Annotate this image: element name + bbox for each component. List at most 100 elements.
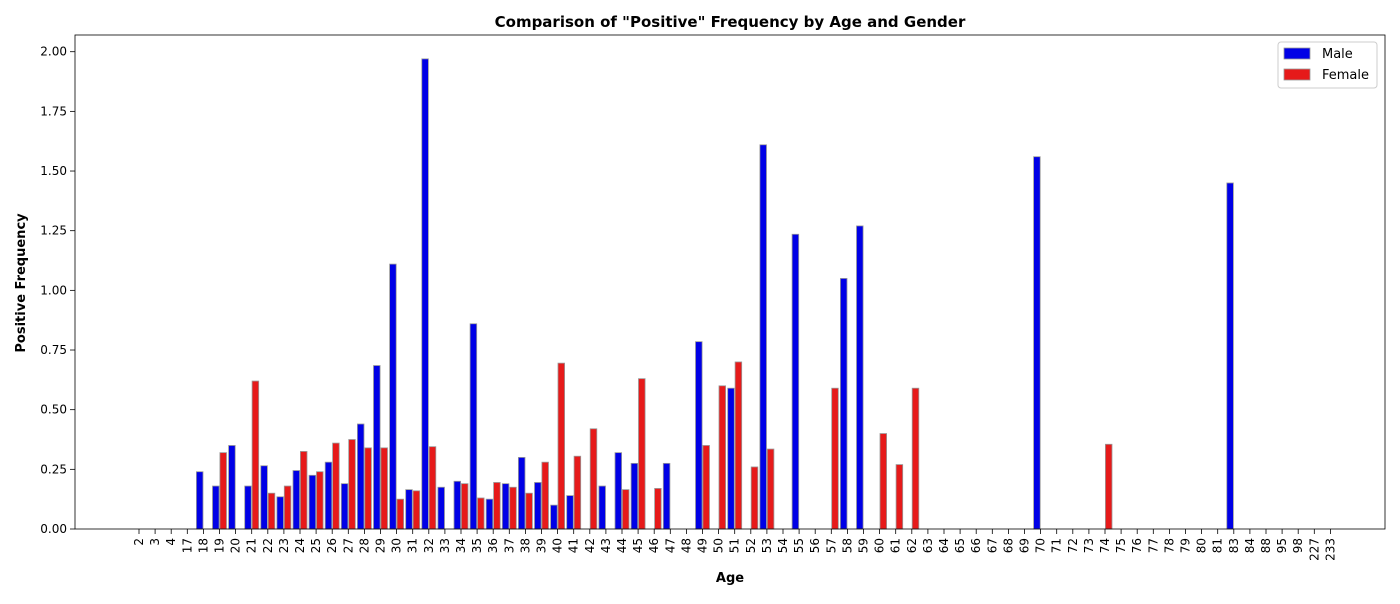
x-tick-label: 76 [1130, 538, 1144, 553]
x-tick-label: 42 [583, 538, 597, 553]
male-bar [856, 225, 864, 530]
male-bar [308, 474, 317, 530]
x-tick-label: 71 [1050, 538, 1064, 553]
female-bar [638, 378, 646, 530]
x-tick-label: 35 [470, 538, 484, 553]
x-axis-label: Age [716, 571, 744, 586]
x-tick-label: 88 [1259, 538, 1273, 553]
x-tick-label: 27 [341, 538, 355, 553]
x-tick-label: 20 [229, 538, 243, 553]
male-bar [276, 496, 284, 530]
x-tick-label: 26 [325, 538, 339, 553]
female-bar [477, 497, 485, 530]
x-tick-label: 17 [180, 538, 194, 553]
male-bar [1033, 156, 1041, 530]
x-tick-label: 70 [1034, 538, 1048, 553]
x-tick-label: 52 [744, 538, 758, 553]
x-tick-label: 40 [551, 538, 565, 553]
x-tick-label: 54 [776, 538, 790, 553]
x-tick-label: 73 [1082, 538, 1096, 553]
y-tick-label: 1.75 [40, 104, 67, 118]
x-tick-label: 55 [792, 538, 806, 553]
female-bar [879, 433, 887, 530]
legend: Male Female [1277, 41, 1378, 89]
male-bar [485, 498, 494, 530]
male-bar [421, 58, 429, 530]
x-tick-label: 44 [615, 538, 629, 553]
male-bar [437, 486, 445, 530]
male-bar [244, 485, 252, 530]
x-tick-label: 3 [148, 538, 162, 546]
x-tick-label: 60 [873, 538, 887, 553]
x-tick-label: 32 [422, 538, 436, 553]
x-tick-label: 37 [502, 538, 516, 553]
x-tick-label: 30 [390, 538, 404, 553]
female-bar [766, 448, 775, 530]
male-bar [727, 387, 735, 530]
male-bar [550, 504, 558, 530]
x-tick-label: 22 [261, 538, 275, 553]
x-tick-label: 78 [1162, 538, 1176, 553]
male-bar [212, 485, 220, 530]
female-bar [654, 488, 662, 530]
x-tick-label: 72 [1066, 538, 1080, 553]
x-tick-label: 75 [1114, 538, 1128, 553]
male-bar [260, 465, 268, 530]
male-bar [373, 365, 381, 530]
x-tick-label: 74 [1098, 538, 1112, 553]
x-tick-label: 69 [1018, 538, 1032, 553]
female-bar [364, 447, 372, 530]
x-tick-label: 56 [808, 538, 822, 553]
male-bar [340, 483, 349, 530]
x-tick-label: 41 [567, 538, 581, 553]
x-tick-label: 34 [454, 538, 468, 553]
female-bar [573, 455, 582, 530]
x-tick-label: 64 [937, 538, 951, 553]
female-bar [557, 362, 565, 530]
y-tick-label: 0.50 [40, 403, 67, 417]
female-bar [831, 387, 839, 530]
x-tick-label: 227 [1307, 538, 1321, 561]
x-tick-label: 53 [760, 538, 774, 553]
x-tick-label: 80 [1195, 538, 1209, 553]
y-tick-label: 1.00 [40, 283, 67, 297]
legend-swatch-female [1283, 68, 1311, 81]
y-axis-label: Positive Frequency [14, 213, 29, 353]
male-bar [759, 144, 767, 530]
x-tick-label: 98 [1291, 538, 1305, 553]
y-tick-label: 0.75 [40, 343, 67, 357]
female-bar [895, 464, 904, 530]
male-bar [389, 263, 397, 530]
x-tick-label: 50 [712, 538, 726, 553]
x-tick-label: 31 [406, 538, 420, 553]
y-tick-label: 1.50 [40, 164, 67, 178]
female-bar [283, 485, 292, 530]
x-tick-label: 25 [309, 538, 323, 553]
x-tick-label: 39 [535, 538, 549, 553]
male-bar [614, 452, 622, 530]
plot-frame [74, 34, 1386, 530]
y-tick-label: 1.25 [40, 224, 67, 238]
male-bar [228, 445, 236, 530]
legend-swatch-male [1283, 47, 1311, 60]
male-bar [840, 278, 848, 530]
female-bar [525, 492, 533, 530]
male-bar [662, 462, 671, 530]
female-bar [589, 428, 598, 530]
x-tick-label: 38 [518, 538, 532, 553]
female-bar [911, 387, 920, 530]
x-tick-label: 23 [277, 538, 291, 553]
x-tick-label: 66 [969, 538, 983, 553]
female-bar [493, 482, 501, 530]
x-tick-label: 43 [599, 538, 613, 553]
x-tick-label: 4 [164, 538, 178, 546]
male-bar [630, 462, 639, 530]
x-tick-label: 61 [889, 538, 903, 553]
male-bar [195, 471, 204, 530]
x-tick-label: 62 [905, 538, 919, 553]
y-tick-label: 0.25 [40, 462, 67, 476]
x-tick-label: 84 [1243, 538, 1257, 553]
y-tick-label: 0.00 [40, 522, 67, 536]
x-tick-label: 233 [1323, 538, 1337, 561]
male-bar [405, 489, 413, 530]
